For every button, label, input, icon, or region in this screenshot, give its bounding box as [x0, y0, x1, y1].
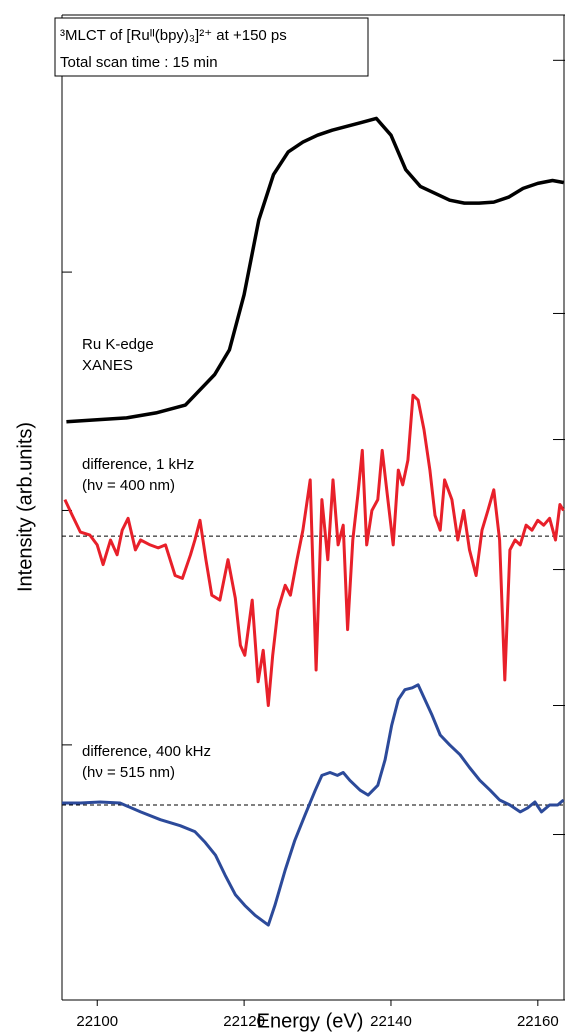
curve-label: difference, 1 kHz [82, 456, 194, 473]
x-tick-label: 22160 [517, 1013, 559, 1030]
curve-label: difference, 400 kHz [82, 743, 211, 760]
line [66, 116, 564, 424]
info-line: ³MLCT of [Ruᴵᴵ(bpy)₃]²⁺ at +150 ps [60, 27, 287, 44]
line [63, 393, 565, 707]
x-axis-title: Energy (eV) [257, 1010, 364, 1032]
line [62, 683, 565, 927]
x-tick-label: 22100 [76, 1013, 118, 1030]
curve-label: Ru K-edge [82, 336, 154, 353]
x-tick-label: 22140 [370, 1013, 412, 1030]
curve-label: XANES [82, 357, 133, 374]
y-axis-title: Intensity (arb.units) [14, 422, 36, 592]
curve-label: (hν = 400 nm) [82, 477, 175, 494]
info-box [54, 17, 369, 77]
x-tick-label: 22120 [223, 1013, 265, 1030]
info-line: Total scan time : 15 min [60, 54, 218, 71]
curve-label: (hν = 515 nm) [82, 764, 175, 781]
